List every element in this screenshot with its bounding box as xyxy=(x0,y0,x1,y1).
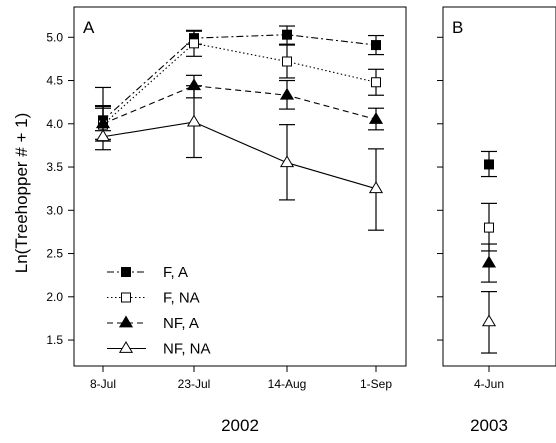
y-tick-label: 4.5 xyxy=(46,74,63,88)
data-point xyxy=(484,159,494,170)
data-point xyxy=(368,181,384,194)
legend-item-f-a: F, A xyxy=(107,264,188,281)
series-f-a-panel-b xyxy=(481,150,497,178)
legend-marker xyxy=(121,267,131,277)
data-point xyxy=(371,40,381,51)
legend-item-nf-a: NF, A xyxy=(107,315,199,332)
legend-item-nf-na: NF, NA xyxy=(107,341,211,358)
x-tick-label: 4-Jun xyxy=(474,377,504,391)
data-point xyxy=(186,114,202,127)
data-point xyxy=(282,56,292,67)
y-tick-label: 2.0 xyxy=(46,290,63,304)
series-nf-na-panel-b xyxy=(481,291,497,354)
data-point xyxy=(189,38,199,49)
y-tick-label: 3.5 xyxy=(46,160,63,174)
series-line xyxy=(102,121,377,190)
legend-item-f-na: F, NA xyxy=(107,290,200,307)
panel-b-label: B xyxy=(452,18,463,37)
data-point xyxy=(368,111,384,124)
data-point xyxy=(282,29,292,40)
data-point xyxy=(95,129,111,142)
data-point xyxy=(371,77,381,88)
series-nf-a-panel-b xyxy=(481,243,497,283)
y-tick-label: 1.5 xyxy=(46,333,63,347)
legend-marker xyxy=(118,341,134,353)
data-point xyxy=(481,255,497,268)
legend-marker xyxy=(118,315,134,328)
y-tick-label: 3.0 xyxy=(46,203,63,217)
series-line xyxy=(102,42,377,126)
x-tick-label: 1-Sep xyxy=(360,377,392,391)
y-tick-label: 4.0 xyxy=(46,117,63,131)
legend-label: F, NA xyxy=(163,290,200,307)
y-tick-label: 5.0 xyxy=(46,30,63,44)
data-point xyxy=(484,222,494,233)
legend-marker xyxy=(121,292,131,303)
year-label-2003: 2003 xyxy=(470,416,508,435)
legend-label: NF, NA xyxy=(163,341,211,358)
year-label-2002: 2002 xyxy=(221,416,259,435)
legend-label: NF, A xyxy=(163,315,199,332)
panel-b-frame xyxy=(442,6,556,367)
series-line xyxy=(102,34,377,121)
series-nf-na-panel-a xyxy=(95,85,384,231)
data-point xyxy=(481,314,497,327)
series-line xyxy=(102,85,377,125)
y-axis-title: Ln(Treehopper # + 1) xyxy=(12,113,31,274)
y-tick-label: 2.5 xyxy=(46,247,63,261)
data-point xyxy=(279,87,295,100)
x-tick-label: 23-Jul xyxy=(178,377,211,391)
legend: F, A F, NA NF, A NF, NA xyxy=(107,264,211,358)
axes-layer: 1.5 2.0 2.5 3.0 3.5 4.0 4.5 5.0 8-Jul 23-Jul 14-Au… xyxy=(46,30,504,391)
legend-label: F, A xyxy=(163,264,188,281)
x-tick-label: 8-Jul xyxy=(90,377,116,391)
data-point xyxy=(279,155,295,168)
panel-a-label: A xyxy=(83,18,95,37)
panel-a-frame xyxy=(73,6,407,367)
series-f-na-panel-a xyxy=(95,30,384,140)
series-layer xyxy=(95,25,497,354)
x-tick-label: 14-Aug xyxy=(268,377,307,391)
